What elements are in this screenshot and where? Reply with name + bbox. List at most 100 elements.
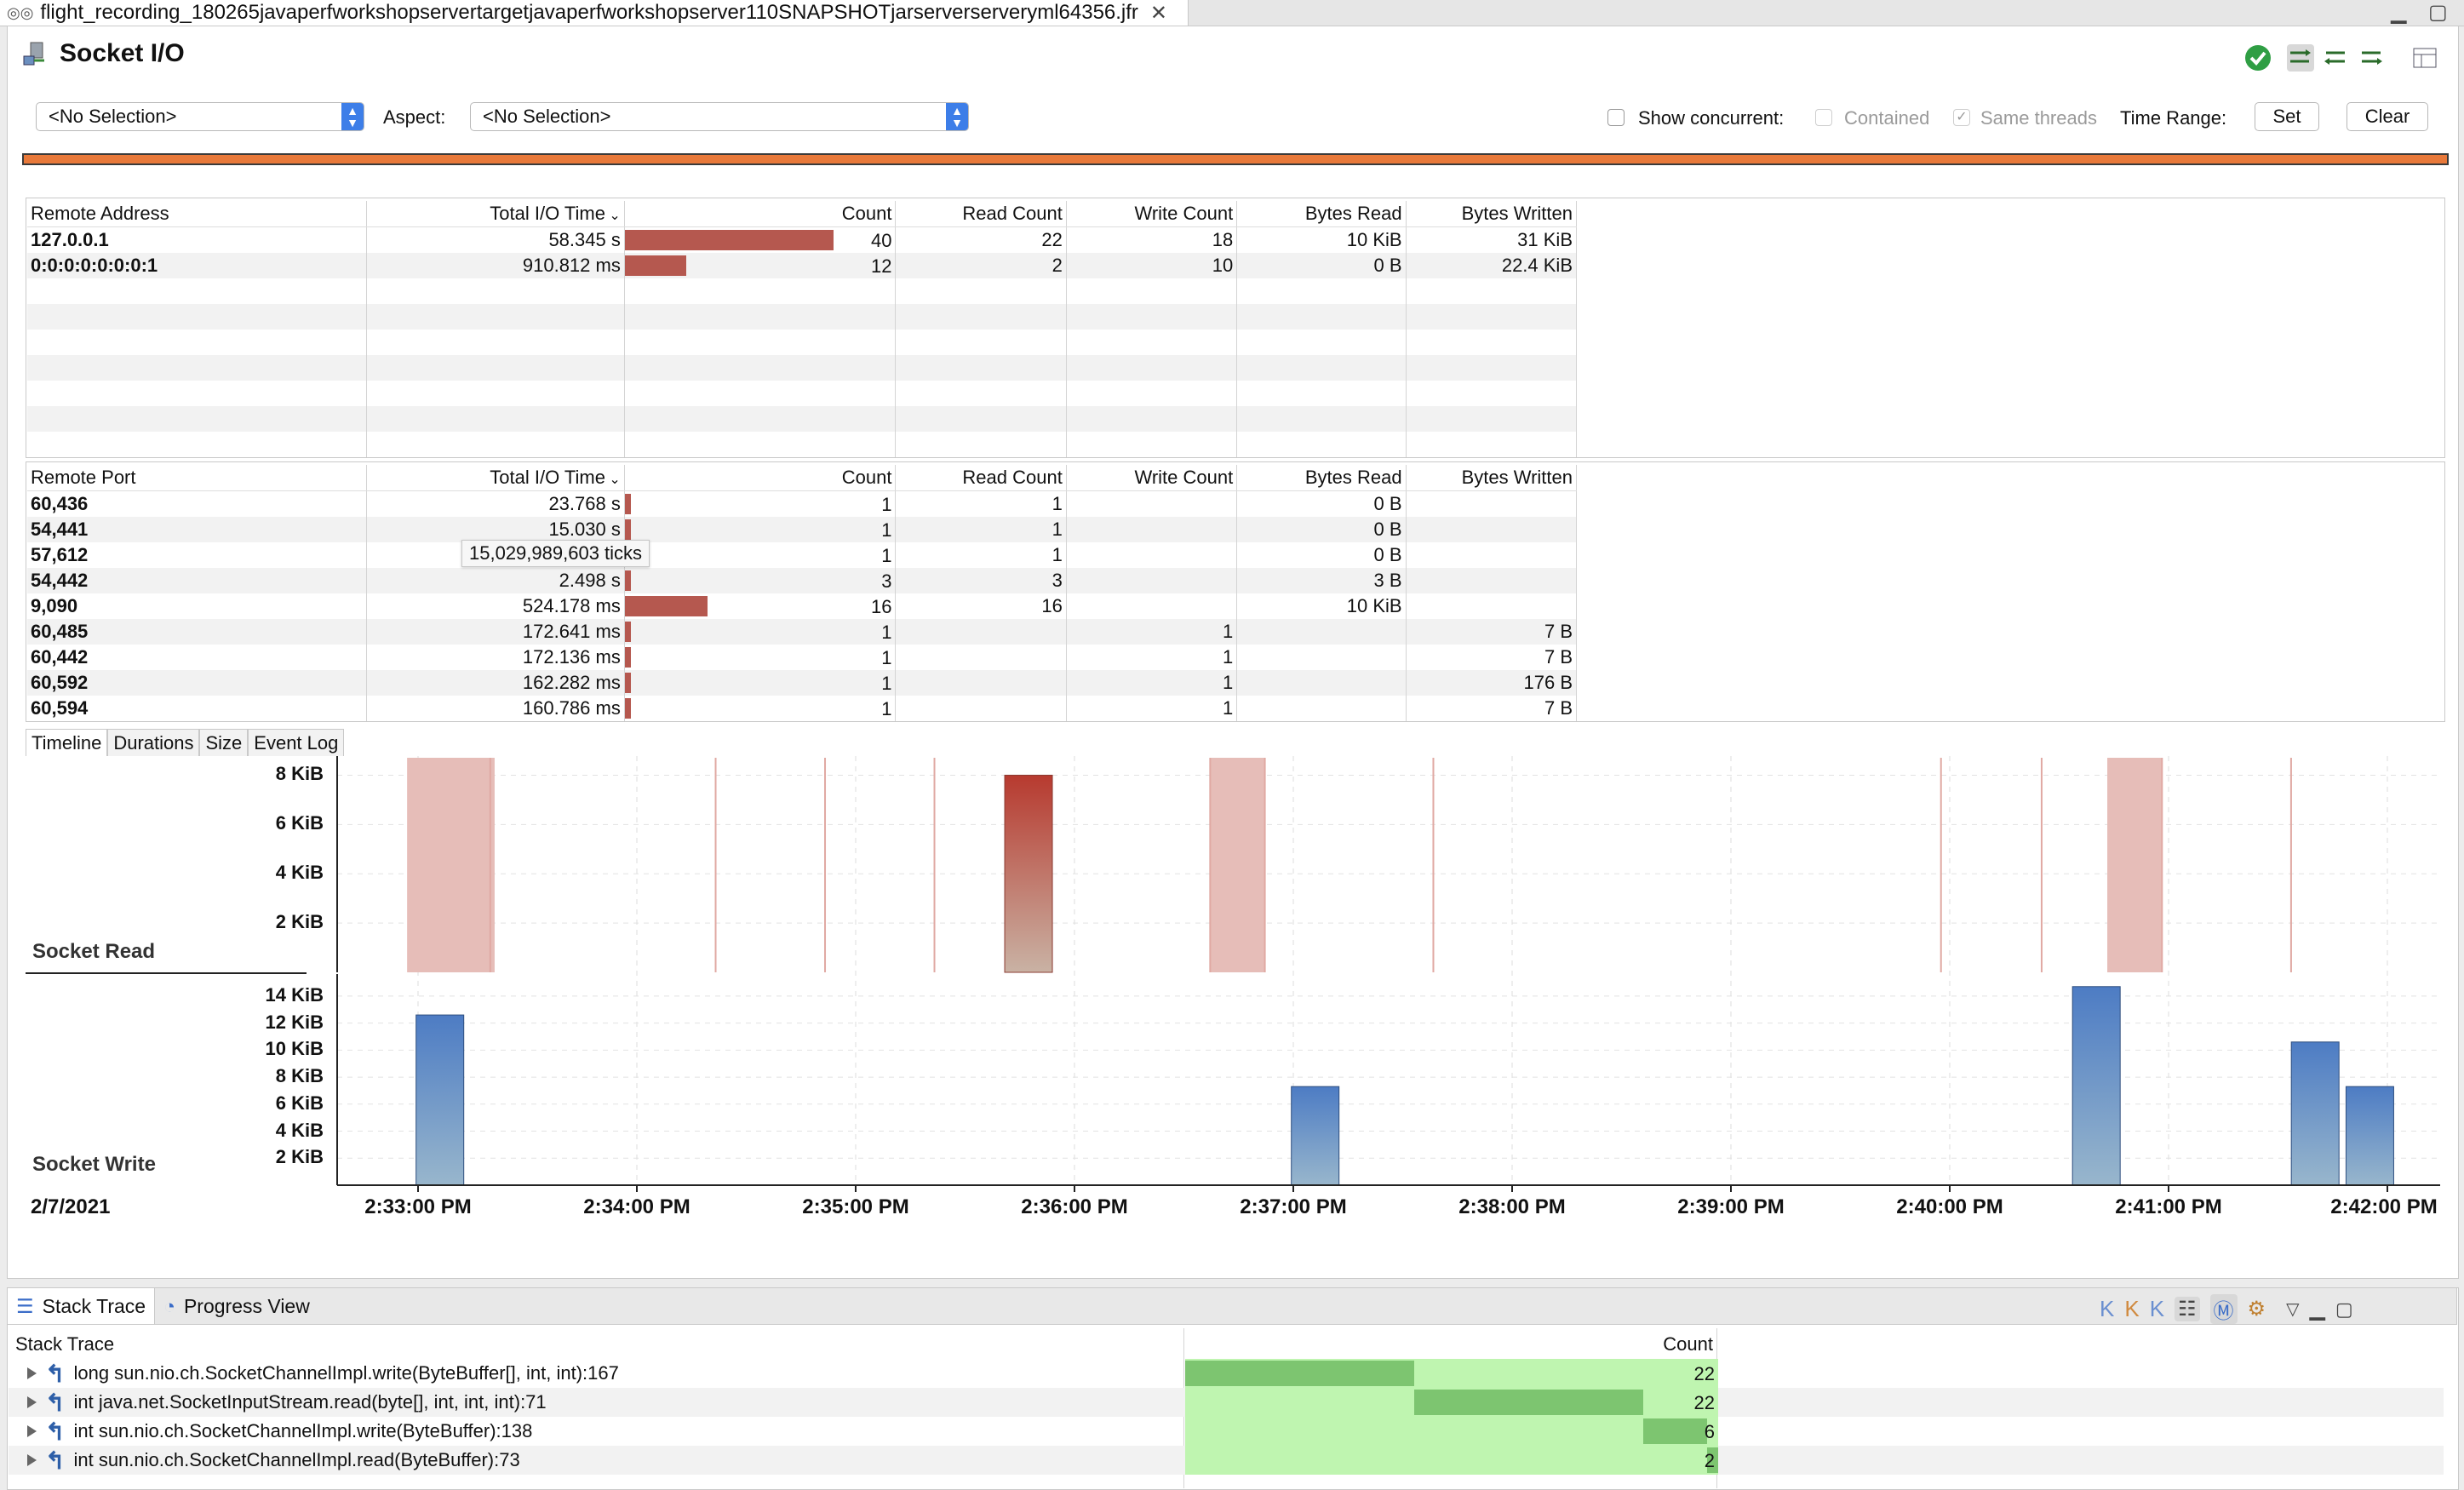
tree-view-icon[interactable]: ☷ (2175, 1297, 2200, 1321)
module-icon[interactable]: Ⓜ (2209, 1294, 2238, 1324)
row-time-bar: 1 (624, 670, 897, 696)
tab-timeline[interactable]: Timeline (26, 729, 108, 756)
write-filter-icon[interactable] (2358, 44, 2386, 72)
col-count[interactable]: Count (624, 201, 897, 227)
y-tick-label: 2 KiB (275, 1146, 324, 1168)
group-traces-up-icon[interactable]: K (2100, 1296, 2115, 1321)
expand-icon[interactable] (27, 1425, 37, 1437)
read-filter-icon[interactable] (2323, 44, 2350, 72)
table-row[interactable]: 57,612 1 1 0 B (27, 542, 1578, 568)
expand-icon[interactable] (27, 1454, 37, 1466)
y-tick-label: 4 KiB (275, 1119, 324, 1141)
frame-label: int sun.nio.ch.SocketChannelImpl.write(B… (73, 1420, 533, 1441)
stack-trace-row[interactable]: ↰ int sun.nio.ch.SocketChannelImpl.write(… (9, 1417, 2444, 1446)
layout-icon[interactable]: ⚙ (2247, 1298, 2266, 1321)
table-row[interactable]: 9,090 524.178 ms 16 16 10 KiB (27, 593, 1578, 619)
aspect-label: Aspect: (383, 106, 446, 128)
row-read-count: 3 (895, 568, 1067, 593)
table-row[interactable] (27, 278, 1578, 304)
time-bar (624, 519, 632, 540)
col-bytes-read[interactable]: Bytes Read (1236, 465, 1407, 491)
view-menu-icon[interactable]: ▽ (2286, 1300, 2300, 1319)
col-total-io-time[interactable]: Total I/O Time ⌄ (366, 201, 625, 227)
stack-trace-row[interactable]: ↰ long sun.nio.ch.SocketChannelImpl.write… (9, 1359, 2444, 1388)
empty-cell (366, 330, 625, 355)
row-total-time: 524.178 ms (366, 593, 625, 619)
table-row[interactable]: 0:0:0:0:0:0:0:1 910.812 ms 12 2 10 0 B 22.4 Ki… (27, 253, 1578, 278)
row-key: 60,594 (27, 696, 368, 721)
maximize-view-icon[interactable]: ▢ (2335, 1298, 2353, 1320)
row-read-count: 22 (895, 226, 1067, 253)
method-frame-icon: ↰ (45, 1447, 66, 1474)
clear-button[interactable]: Clear (2347, 102, 2428, 131)
table-row[interactable] (27, 432, 1578, 457)
tab-stack-trace[interactable]: ☰ Stack Trace (8, 1288, 156, 1324)
minimize-icon[interactable]: ▁ (2391, 1, 2407, 24)
close-tab-icon[interactable]: ✕ (1149, 1, 1168, 25)
row-key: 54,442 (27, 568, 368, 593)
col-write-count[interactable]: Write Count (1066, 465, 1238, 491)
row-count: 22 (1693, 1392, 1715, 1413)
minimize-view-icon[interactable]: ▁ (2309, 1298, 2325, 1321)
timeline-compare-icon[interactable] (2287, 44, 2314, 72)
tab-progress-view[interactable]: ◔ Progress View (155, 1288, 318, 1324)
table-row[interactable] (27, 406, 1578, 432)
time-bar (624, 698, 632, 719)
col-read-count[interactable]: Read Count (895, 465, 1067, 491)
maximize-icon[interactable]: ▢ (2428, 1, 2448, 24)
table-row[interactable]: 60,485 172.641 ms 1 1 7 B (27, 619, 1578, 645)
tab-size[interactable]: Size (199, 729, 249, 756)
table-row[interactable]: 60,594 160.786 ms 1 1 7 B (27, 696, 1578, 721)
col-total-io-time[interactable]: Total I/O Time ⌄ (366, 465, 625, 491)
table-row[interactable]: 60,592 162.282 ms 1 1 176 B (27, 670, 1578, 696)
col-bytes-written[interactable]: Bytes Written (1406, 201, 1578, 227)
empty-cell (27, 381, 368, 406)
socket-read-label: Socket Read (32, 940, 156, 963)
table-settings-icon[interactable] (2411, 44, 2438, 72)
group-traces-down-icon[interactable]: K (2124, 1296, 2140, 1321)
tab-durations[interactable]: Durations (107, 729, 200, 756)
show-concurrent-checkbox[interactable] (1607, 109, 1625, 126)
selection-combo[interactable]: <No Selection> ▲ ▼ (36, 102, 364, 131)
table-row[interactable] (27, 304, 1578, 330)
editor-tab[interactable]: ◎◎ flight_recording_180265javaperfworksh… (0, 0, 1189, 26)
table-row[interactable] (27, 381, 1578, 406)
col-count[interactable]: Count (624, 465, 897, 491)
expand-icon[interactable] (27, 1396, 37, 1408)
table-row[interactable]: 60,442 172.136 ms 1 1 7 B (27, 645, 1578, 670)
table-row[interactable] (27, 330, 1578, 355)
same-threads-checkbox[interactable]: ✓ (1953, 109, 1970, 126)
stack-trace-row[interactable]: ↰ int java.net.SocketInputStream.read(byt… (9, 1388, 2444, 1417)
time-range-bar[interactable] (22, 153, 2449, 165)
count-bar-cell: 22 (1185, 1388, 1718, 1417)
row-count: 12 (870, 255, 892, 277)
socket-icon (23, 42, 44, 66)
x-tick-label: 2:42:00 PM (2330, 1195, 2438, 1218)
row-total-time: 58.345 s (366, 226, 625, 253)
table-row[interactable] (27, 355, 1578, 381)
row-count: 6 (1704, 1421, 1715, 1442)
set-button[interactable]: Set (2255, 102, 2319, 131)
aspect-combo[interactable]: <No Selection> ▲ ▼ (470, 102, 969, 131)
contained-checkbox[interactable] (1815, 109, 1832, 126)
col-read-count[interactable]: Read Count (895, 201, 1067, 227)
col-bytes-written[interactable]: Bytes Written (1406, 465, 1578, 491)
group-traces-icon[interactable]: K (2149, 1296, 2165, 1321)
stack-trace-row[interactable]: ↰ int sun.nio.ch.SocketChannelImpl.read(B… (9, 1446, 2444, 1475)
y-tick-label: 2 KiB (275, 911, 324, 933)
empty-cell (1236, 304, 1407, 330)
table-row[interactable]: 127.0.0.1 58.345 s 40 22 18 10 KiB 31 KiB (27, 226, 1578, 253)
col-remote-port[interactable]: Remote Port (27, 465, 368, 491)
expand-icon[interactable] (27, 1367, 37, 1379)
col-write-count[interactable]: Write Count (1066, 201, 1238, 227)
chart-tabs: Timeline Durations Size Event Log (26, 729, 345, 756)
ticks-tooltip: 15,029,989,603 ticks (461, 540, 650, 567)
col-bytes-read[interactable]: Bytes Read (1236, 201, 1407, 227)
tab-event-log[interactable]: Event Log (248, 729, 345, 756)
col-remote-address[interactable]: Remote Address (27, 201, 368, 227)
timeline-chart[interactable] (26, 756, 2444, 1233)
time-bar (624, 570, 632, 591)
